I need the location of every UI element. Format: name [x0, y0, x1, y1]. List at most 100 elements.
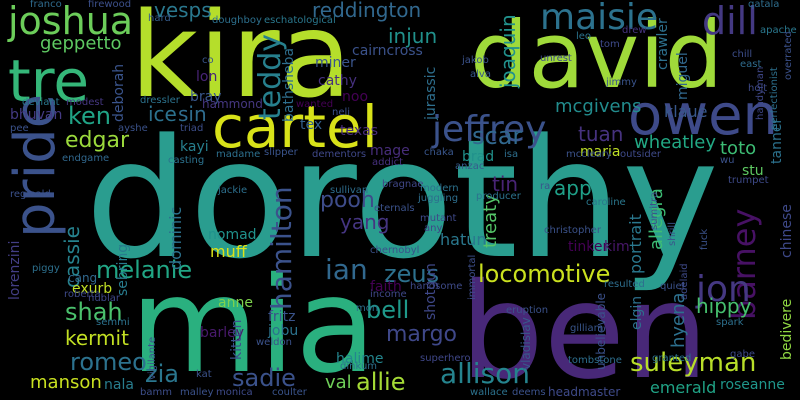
word-hammond: hammond: [202, 97, 263, 111]
word-owen: owen: [628, 83, 779, 148]
word-ra: ra: [540, 181, 551, 192]
word-bedivere: bedivere: [779, 298, 795, 360]
word-pooh: pooh: [320, 188, 375, 213]
word-bathsheba: bathsheba: [281, 47, 297, 122]
word-dominic: dominic: [166, 206, 185, 270]
word-bell: bell: [366, 296, 410, 324]
word-edgar: edgar: [65, 128, 129, 153]
word-tin: tin: [492, 172, 519, 196]
word-melanie: melanie: [96, 256, 193, 284]
word-dementors: dementors: [312, 149, 367, 160]
word-jakob: jakob: [462, 55, 489, 66]
word-cairncross: cairncross: [352, 43, 423, 59]
word-jeffrey: jeffrey: [432, 109, 547, 150]
word-sullivan: sullivan: [330, 185, 369, 196]
word-manson: manson: [30, 372, 102, 393]
word-firewood: firewood: [88, 0, 132, 10]
word-doughboy: doughboy: [212, 15, 262, 26]
word-bhuvan: bhuvan: [10, 107, 63, 123]
word-casting: casting: [168, 155, 205, 166]
word-bray: bray: [190, 89, 222, 105]
word-stu: stu: [742, 163, 764, 179]
word-crawler: crawler: [655, 18, 671, 70]
word-romeo: romeo: [70, 348, 147, 376]
word-jurassic: jurassic: [423, 66, 439, 120]
word-semmi: semmi: [96, 317, 130, 328]
word-pee: pee: [10, 123, 29, 134]
word-producer: producer: [476, 191, 521, 202]
word-injun: injun: [388, 24, 438, 48]
word-dorothy: dorothy: [85, 104, 719, 295]
word-caroline: caroline: [586, 197, 626, 208]
word-sumitra: sumitra: [649, 191, 660, 230]
word-deviant: deviant: [22, 97, 60, 108]
word-fuck: fuck: [699, 228, 710, 250]
word-deems: deems: [512, 387, 546, 398]
word-chaka: chaka: [424, 147, 454, 158]
word-dinkum: dinkum: [340, 361, 378, 372]
word-endgame: endgame: [62, 153, 110, 164]
word-overrated: overrated: [783, 31, 794, 80]
word-spark: spark: [716, 317, 744, 328]
word-tuan: tuan: [578, 122, 624, 146]
word-adelaid: adelaid: [679, 263, 690, 300]
word-juggling: juggling: [418, 193, 459, 204]
word-monica: monica: [216, 387, 253, 398]
word-eternals: eternals: [374, 203, 415, 214]
word-tom: tom: [600, 39, 620, 50]
word-quiet: quiet: [660, 281, 686, 292]
word-jobu: jobu: [268, 323, 299, 339]
word-treaty: treaty: [480, 194, 501, 248]
word-alva: alva: [470, 69, 491, 80]
word-app: app: [554, 176, 592, 200]
word-maria: maria: [580, 144, 621, 160]
word-isa: isa: [504, 149, 519, 160]
word-immortal: immortal: [467, 254, 478, 300]
word-wheatley: wheatley: [634, 132, 717, 153]
word-hamilton: hamilton: [265, 186, 298, 310]
word-lorenzini: lorenzini: [7, 240, 23, 300]
word-vladislav: vladislav: [519, 317, 533, 370]
word-brad: brad: [462, 149, 495, 165]
word-ken: ken: [68, 102, 112, 130]
word-ayshe: ayshe: [118, 123, 148, 134]
word-val: val: [325, 372, 352, 393]
word-tre: tre: [8, 47, 89, 115]
word-superhero: superhero: [420, 353, 471, 364]
word-resulted: resulted: [604, 279, 645, 290]
word-franco: franco: [30, 0, 62, 10]
word-co: co: [202, 55, 214, 66]
word-yang: yang: [340, 210, 390, 234]
word-kim: kim: [604, 239, 630, 255]
word-toto: toto: [720, 138, 757, 159]
word-bamm: bamm: [140, 387, 172, 398]
word-nublar: nublar: [88, 293, 121, 304]
word-trumpet: trumpet: [728, 175, 769, 186]
word-lon: lon: [196, 69, 218, 85]
word-shrill: shrill: [667, 222, 678, 246]
word-ben: ben: [460, 255, 709, 400]
word-allison: allison: [440, 357, 530, 390]
word-kermit: kermit: [65, 326, 129, 350]
word-perfectionist: perfectionist: [769, 67, 780, 130]
word-margo: margo: [386, 322, 457, 347]
word-weldon: weldon: [256, 337, 292, 348]
word-malley: malley: [180, 387, 214, 398]
word-fritz: fritz: [268, 309, 296, 325]
word-chill: chill: [732, 49, 753, 60]
word-mutant: mutant: [420, 213, 457, 224]
word-piggy: piggy: [32, 263, 60, 274]
word-gilliam: gilliam: [570, 323, 604, 334]
word-christopher: christopher: [544, 225, 601, 236]
word-muff: muff: [210, 242, 247, 261]
word-vigilante: vigilante: [147, 336, 158, 380]
word-zeus: zeus: [384, 260, 440, 288]
word-apache: apache: [760, 25, 797, 36]
word-anne: anne: [218, 295, 253, 311]
word-modern: modern: [420, 183, 459, 194]
word-mcgivens: mcgivens: [555, 96, 642, 117]
word-chinese: chinese: [779, 204, 795, 258]
word-headmaster: headmaster: [548, 385, 621, 399]
word-hippy: hippy: [696, 294, 752, 318]
